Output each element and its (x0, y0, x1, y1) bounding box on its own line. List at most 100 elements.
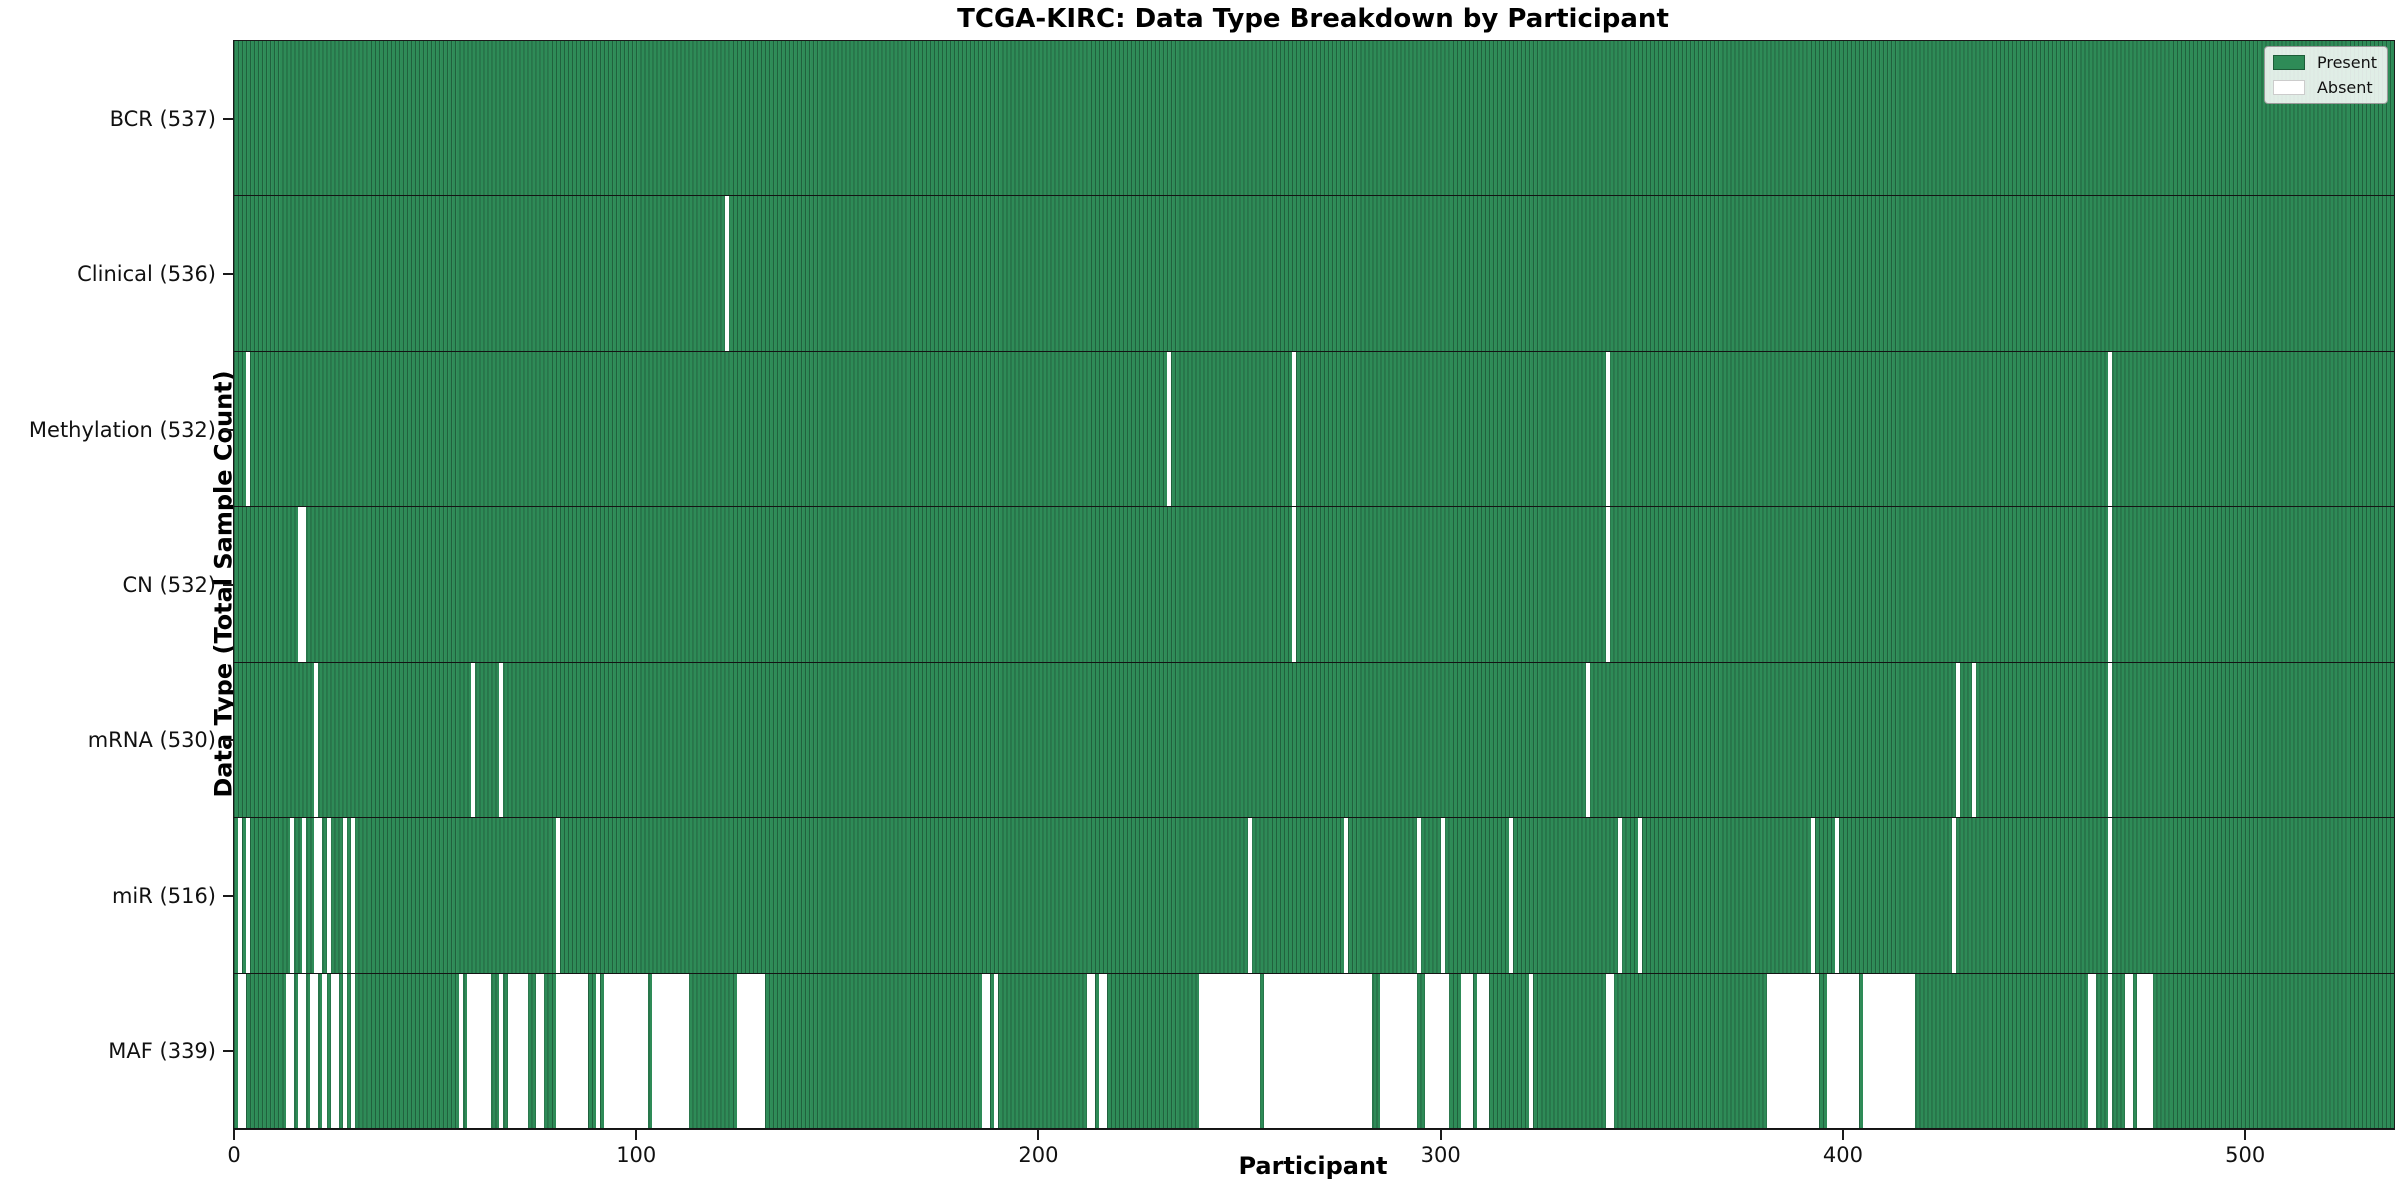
absent-gap-miR (246, 818, 251, 973)
absent-gap-MAF (1424, 973, 1449, 1128)
y-tick-label-miR: miR (516) (111, 883, 216, 908)
absent-gap-MAF (2136, 973, 2153, 1128)
y-tick (223, 117, 233, 120)
absent-gap-Methylation (1291, 351, 1296, 507)
absent-gap-MAF (459, 973, 464, 1128)
absent-gap-miR (1617, 818, 1622, 973)
x-tick (1439, 1130, 1442, 1140)
x-tick-label-0: 0 (227, 1143, 241, 1167)
absent-gap-miR (290, 818, 295, 973)
absent-gap-MAF (535, 973, 544, 1128)
y-tick (223, 739, 233, 742)
absent-gap-MAF (1476, 973, 1489, 1128)
row-mRNA (234, 662, 2394, 819)
x-axis-label: Participant (1238, 1152, 1388, 1180)
absent-gap-mRNA (2108, 662, 2113, 818)
absent-gap-MAF (994, 973, 999, 1128)
chart-title: TCGA-KIRC: Data Type Breakdown by Partic… (957, 4, 1669, 34)
absent-gap-MAF (604, 973, 649, 1128)
x-tick-label-400: 400 (1822, 1143, 1863, 1167)
row-BCR (234, 41, 2394, 197)
y-tick (223, 584, 233, 586)
absent-gap-miR (1810, 818, 1815, 973)
absent-gap-miR (1440, 818, 1445, 973)
absent-gap-miR (1509, 818, 1514, 973)
absent-gap-mRNA (499, 662, 504, 818)
legend-present-label: Present (2316, 53, 2377, 72)
x-tick-label-200: 200 (1018, 1143, 1059, 1167)
absent-gap-miR (314, 818, 323, 973)
absent-gap-MAF (982, 973, 991, 1128)
y-tick (223, 1050, 233, 1053)
absent-gap-mRNA (314, 662, 319, 818)
row-CN (234, 507, 2394, 663)
absent-gap-CN (1291, 507, 1296, 662)
plot-area: Present Absent BCR (537) Clinical (536) Me… (29, 40, 2395, 1167)
absent-gap-MAF (507, 973, 528, 1128)
absent-gap-miR (1247, 818, 1252, 973)
absent-gap-CN (2108, 507, 2113, 662)
y-tick (223, 273, 233, 276)
absent-gap-mRNA (1585, 662, 1590, 818)
absent-gap-MAF (330, 973, 339, 1128)
absent-gap-CN (298, 507, 307, 662)
x-tick (1037, 1130, 1040, 1140)
absent-gap-MAF (555, 973, 588, 1128)
absent-gap-mRNA (1955, 662, 1960, 818)
row-miR (234, 818, 2394, 974)
absent-gap-miR (1834, 818, 1839, 973)
absent-gap-MAF (1766, 973, 1819, 1128)
x-tick (233, 1130, 235, 1140)
absent-swatch (2272, 80, 2305, 95)
x-tick (2244, 1130, 2247, 1140)
x-tick (635, 1130, 638, 1140)
absent-gap-miR (1637, 818, 1642, 973)
absent-gap-miR (1951, 818, 1956, 973)
legend-absent-label: Absent (2316, 78, 2373, 97)
absent-gap-MAF (499, 973, 504, 1128)
y-tick (223, 428, 233, 431)
absent-gap-MAF (2088, 973, 2097, 1128)
absent-gap-Methylation (1167, 351, 1172, 507)
absent-gap-mRNA (471, 662, 476, 818)
absent-gap-miR (302, 818, 307, 973)
absent-gap-miR (238, 818, 243, 973)
absent-gap-Methylation (1605, 351, 1610, 507)
x-tick-label-300: 300 (1420, 1143, 1461, 1167)
absent-gap-MAF (1605, 973, 1614, 1128)
x-tick-label-500: 500 (2225, 1143, 2266, 1167)
x-tick-label-100: 100 (616, 1143, 657, 1167)
absent-gap-Methylation (2108, 351, 2113, 507)
present-swatch (2272, 55, 2305, 70)
legend: Present Absent (2263, 46, 2388, 104)
absent-gap-MAF (1263, 973, 1373, 1128)
absent-gap-miR (326, 818, 331, 973)
absent-gap-Clinical (724, 196, 729, 351)
y-tick-label-CN: CN (532) (122, 573, 216, 597)
y-tick (223, 894, 233, 897)
absent-gap-MAF (2108, 973, 2113, 1128)
x-tick (1841, 1130, 1844, 1140)
absent-gap-MAF (238, 973, 247, 1128)
absent-gap-MAF (1529, 973, 1534, 1128)
absent-gap-MAF (1199, 973, 1260, 1128)
y-tick-label-BCR: BCR (537) (109, 106, 216, 131)
absent-gap-CN (1605, 507, 1610, 662)
absent-gap-MAF (322, 973, 327, 1128)
y-tick-label-MAF: MAF (339) (108, 1039, 216, 1064)
absent-gap-MAF (1098, 973, 1107, 1128)
legend-entry-present: Present (2272, 53, 2377, 72)
absent-gap-miR (1344, 818, 1349, 973)
absent-gap-mRNA (1971, 662, 1976, 818)
absent-gap-Methylation (246, 351, 251, 507)
absent-gap-MAF (736, 973, 765, 1128)
y-tick-label-mRNA: mRNA (530) (87, 728, 216, 753)
absent-gap-MAF (1826, 973, 1860, 1128)
absent-gap-MAF (596, 973, 601, 1128)
absent-gap-MAF (467, 973, 492, 1128)
absent-gap-miR (555, 818, 560, 973)
absent-gap-MAF (2124, 973, 2133, 1128)
absent-gap-miR (2108, 818, 2113, 973)
y-tick-label-Clinical: Clinical (536) (77, 262, 216, 287)
